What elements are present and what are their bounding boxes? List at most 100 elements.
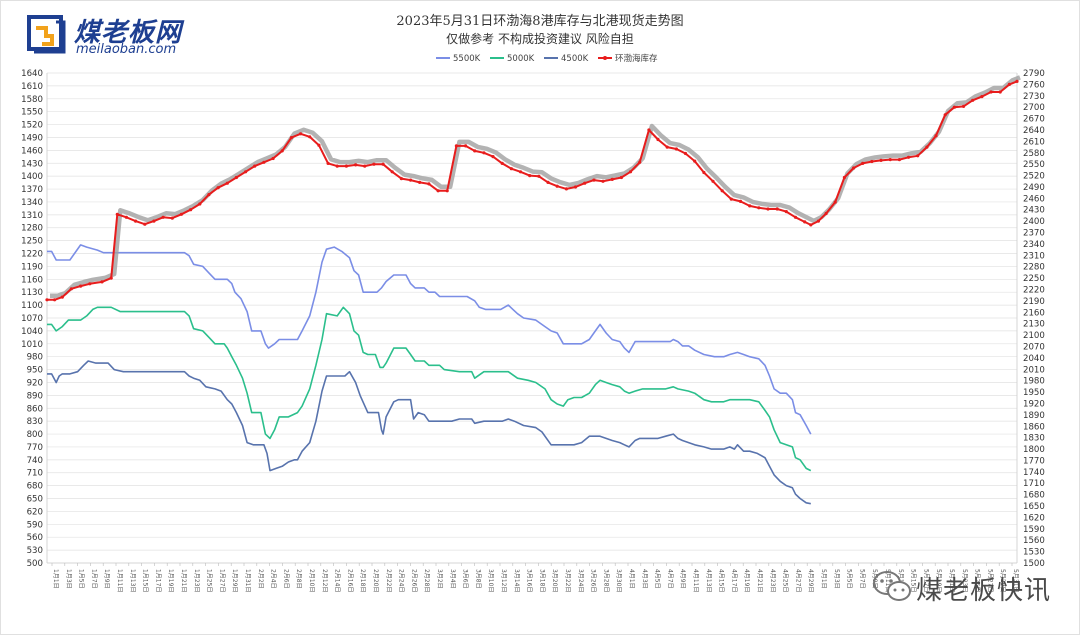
x-tick-label: 2月6日: [282, 569, 289, 589]
y-left-tick-label: 1490: [21, 133, 43, 143]
inventory-point: [88, 282, 92, 286]
x-tick-label: 1月21日: [180, 569, 187, 592]
y-left-tick-label: 1400: [21, 172, 43, 182]
inventory-point: [253, 164, 257, 168]
inventory-point: [925, 145, 929, 149]
x-tick-label: 5月1日: [820, 569, 827, 589]
x-tick-label: 1月29日: [231, 569, 238, 592]
x-tick-label: 2月28日: [423, 569, 430, 592]
inventory-point: [60, 295, 64, 299]
inventory-point: [207, 193, 211, 197]
y-right-tick-label: 1950: [1023, 388, 1045, 398]
x-tick-label: 3月4日: [449, 569, 456, 589]
inventory-point: [638, 160, 642, 164]
legend-item: 5000K: [490, 54, 535, 64]
y-left-tick-label: 1130: [21, 288, 43, 298]
inventory-point: [225, 181, 229, 185]
y-left-tick-label: 1160: [21, 275, 43, 285]
y-right-tick-label: 2400: [1023, 217, 1045, 227]
x-tick-label: 2月20日: [372, 569, 379, 592]
y-right-tick-label: 2550: [1023, 160, 1045, 170]
inventory-point: [216, 186, 220, 190]
inventory-point: [564, 187, 569, 191]
watermark-text: 煤老板快讯: [916, 576, 1052, 606]
x-tick-label: 2月24日: [398, 569, 405, 592]
y-left-tick-label: 950: [27, 366, 43, 376]
legend-label: 4500K: [561, 54, 589, 64]
inventory-point: [952, 105, 957, 109]
inventory-point: [674, 147, 679, 151]
y-right-tick-label: 1710: [1023, 479, 1045, 489]
inventory-point: [262, 160, 266, 164]
y-right-tick-label: 2580: [1023, 149, 1045, 159]
inventory-point: [757, 206, 761, 210]
inventory-point: [500, 161, 504, 165]
inventory-point: [390, 170, 394, 174]
y-right-tick-label: 2370: [1023, 229, 1045, 239]
inventory-point: [244, 170, 248, 174]
inventory-point: [354, 163, 358, 167]
inventory-point: [189, 208, 193, 212]
x-tick-label: 2月4日: [270, 569, 277, 589]
inventory-point: [852, 166, 856, 170]
y-left-tick-label: 1220: [21, 250, 43, 260]
y-left-tick-label: 830: [27, 417, 43, 427]
y-right-tick-label: 2520: [1023, 172, 1045, 182]
y-left-tick-label: 770: [27, 443, 43, 453]
y-right-tick-label: 2340: [1023, 240, 1045, 250]
series-line: [47, 360, 811, 505]
inventory-point: [934, 134, 938, 138]
x-tick-label: 2月14日: [334, 569, 341, 592]
y-right-tick-label: 1650: [1023, 502, 1045, 512]
inventory-point: [372, 162, 376, 166]
inventory-point: [793, 215, 798, 219]
y-left-tick-label: 650: [27, 495, 43, 505]
y-left-tick-label: 890: [27, 391, 43, 401]
y-right-tick-label: 2460: [1023, 194, 1045, 204]
y-right-tick-label: 1590: [1023, 525, 1045, 535]
inventory-point: [234, 175, 238, 180]
legend-marker: [603, 56, 607, 60]
x-tick-label: 4月23日: [769, 569, 776, 592]
x-tick-label: 5月25日: [974, 569, 981, 592]
series-line: [47, 244, 812, 435]
inventory-point: [143, 222, 147, 226]
y-left-tick-label: 1010: [21, 340, 43, 350]
inventory-point: [482, 151, 486, 155]
brand-logo: 煤老板网 meilaoban.com: [26, 10, 226, 60]
x-tick-label: 1月17日: [154, 569, 161, 592]
inventory-point: [299, 132, 303, 136]
x-tick-label: 2月26日: [410, 569, 417, 592]
y-right-tick-label: 2130: [1023, 320, 1045, 330]
inventory-point: [491, 155, 495, 159]
y-left-tick-label: 1460: [21, 146, 43, 156]
inventory-point: [399, 177, 403, 181]
x-tick-label: 4月7日: [666, 569, 673, 589]
inventory-point: [693, 159, 697, 163]
y-right-tick-label: 2730: [1023, 92, 1045, 102]
inventory-point: [198, 202, 202, 206]
x-tick-label: 2月22日: [385, 569, 392, 592]
inventory-point: [45, 298, 49, 302]
x-tick-label: 4月5日: [654, 569, 661, 589]
inventory-point: [784, 210, 788, 214]
x-tick-label: 5月7日: [858, 569, 865, 589]
x-tick-label: 5月21日: [948, 569, 955, 592]
x-tick-label: 5月5日: [846, 569, 853, 589]
legend-item: 5500K: [436, 54, 481, 64]
y-right-tick-label: 2220: [1023, 286, 1045, 296]
y-left-tick-label: 980: [27, 353, 43, 363]
x-tick-label: 3月30日: [615, 569, 622, 592]
x-tick-label: 3月26日: [590, 569, 597, 592]
y-right-tick-label: 1920: [1023, 399, 1045, 409]
y-left-tick-label: 800: [27, 430, 43, 440]
x-tick-label: 1月23日: [193, 569, 200, 592]
inventory-point: [1007, 82, 1012, 86]
inventory-point: [271, 156, 275, 161]
inventory-point: [289, 136, 293, 140]
inventory-point: [418, 180, 422, 184]
inventory-point: [916, 154, 920, 158]
x-tick-label: 4月15日: [718, 569, 725, 592]
inventory-point: [381, 162, 385, 166]
y-right-tick-label: 2100: [1023, 331, 1045, 341]
